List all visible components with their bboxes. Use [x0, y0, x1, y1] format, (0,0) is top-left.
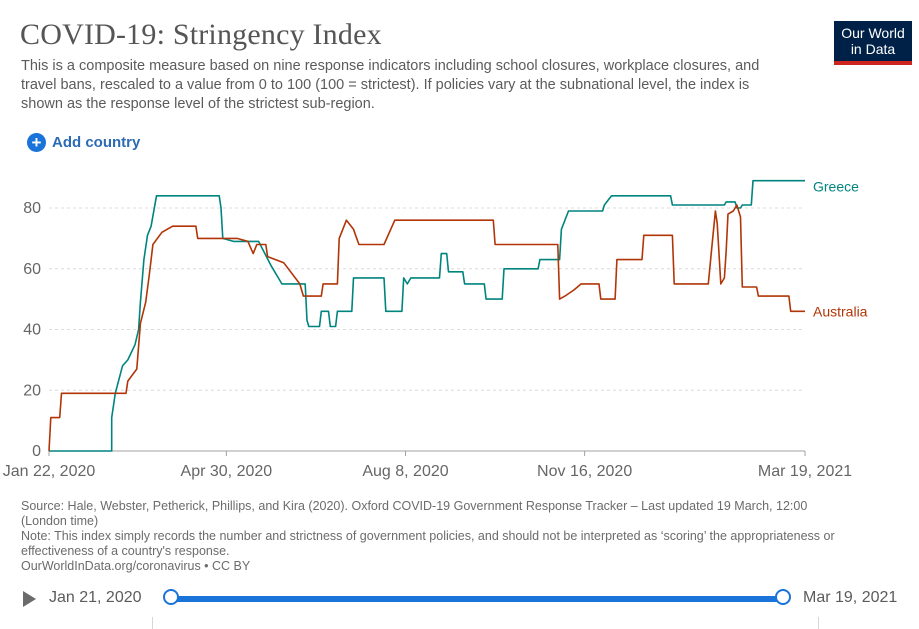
chart-subtitle: This is a composite measure based on nin…: [21, 58, 760, 112]
logo-line-2: in Data: [850, 41, 896, 57]
timeline-slider: Jan 21, 2020 Mar 19, 2021: [0, 584, 919, 614]
chart-footer: Source: Hale, Webster, Petherick, Philli…: [21, 499, 851, 574]
series-line-australia: [48, 204, 805, 452]
x-tick-label: Aug 8, 2020: [362, 463, 448, 480]
x-tick-label: Mar 19, 2021: [758, 463, 852, 480]
timeline-end-label: Mar 19, 2021: [803, 589, 898, 606]
note-text: Note: This index simply records the numb…: [21, 529, 835, 558]
legend-label-australia: Australia: [813, 303, 868, 319]
plus-circle-icon: +: [27, 133, 46, 152]
x-tick-label: Apr 30, 2020: [181, 463, 273, 480]
y-tick-label: 20: [23, 382, 41, 399]
series-line-greece: [49, 179, 805, 452]
timeline-track[interactable]: [171, 596, 783, 602]
logo-line-1: Our World: [841, 25, 905, 41]
y-tick-label: 80: [23, 200, 41, 217]
x-tick-label: Nov 16, 2020: [537, 463, 632, 480]
y-tick-label: 0: [32, 443, 41, 460]
legend-label-greece: Greece: [813, 179, 859, 195]
stringency-line-chart: 0 20 40 60 80 Jan 22, 2020 Apr 30, 2020 Aug 8, …: [3, 179, 868, 480]
timeline-end-handle[interactable]: [775, 589, 791, 605]
timeline-start-label: Jan 21, 2020: [49, 589, 142, 606]
y-tick-label: 60: [23, 261, 41, 278]
add-country-button[interactable]: + Add country: [27, 133, 140, 152]
source-link[interactable]: OurWorldInData.org/coronavirus • CC BY: [21, 559, 251, 573]
owid-logo[interactable]: Our World in Data: [834, 21, 912, 65]
y-tick-label: 40: [23, 322, 41, 339]
x-tick-label: Jan 22, 2020: [3, 463, 96, 480]
chart-title: COVID-19: Stringency Index: [20, 18, 382, 51]
timeline-start-handle[interactable]: [163, 589, 179, 605]
source-text: Source: Hale, Webster, Petherick, Philli…: [21, 499, 808, 528]
add-country-label: Add country: [52, 134, 141, 151]
bottom-tab-bar: [152, 617, 819, 629]
play-icon[interactable]: [23, 591, 36, 607]
